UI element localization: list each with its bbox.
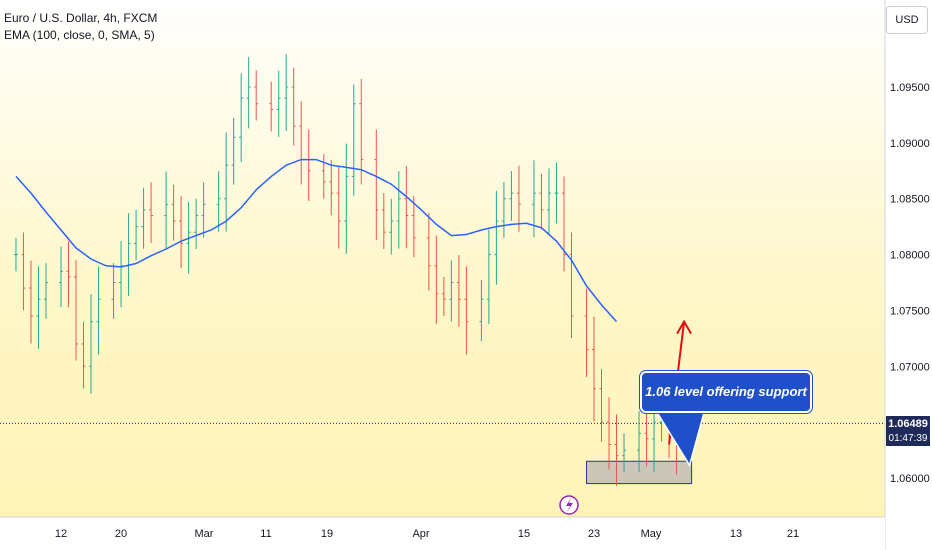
current-price-tag: 1.06489 (886, 416, 930, 432)
symbol-title: Euro / U.S. Dollar, 4h, FXCM (4, 11, 158, 25)
indicator-label: EMA (100, close, 0, SMA, 5) (4, 28, 155, 42)
bar-countdown: 01:47:39 (886, 432, 930, 446)
y-tick-label: 1.09500 (890, 82, 930, 94)
lightning-icon (566, 498, 573, 512)
callout-pointer (653, 408, 706, 468)
x-tick-label: 21 (787, 528, 799, 540)
time-axis-panel (0, 517, 885, 550)
x-tick-label: Mar (195, 528, 214, 540)
x-tick-label: 12 (55, 528, 67, 540)
ema-line (15, 158, 618, 323)
y-tick-label: 1.09000 (890, 138, 930, 150)
x-tick-label: 20 (115, 528, 127, 540)
projection-arrow-head (676, 319, 692, 335)
x-tick-label: 15 (518, 528, 530, 540)
x-tick-label: Apr (412, 528, 429, 540)
y-tick-label: 1.06000 (890, 473, 930, 485)
currency-button[interactable]: USD (886, 6, 928, 34)
y-tick-label: 1.08500 (890, 194, 930, 206)
x-tick-label: 13 (730, 528, 742, 540)
x-tick-label: May (641, 528, 662, 540)
y-tick-label: 1.07500 (890, 305, 930, 317)
x-tick-label: 23 (588, 528, 600, 540)
y-tick-label: 1.08000 (890, 250, 930, 262)
chart-legend: Euro / U.S. Dollar, 4h, FXCM EMA (100, c… (4, 10, 157, 44)
annotation-callout[interactable]: 1.06 level offering support (640, 371, 812, 413)
x-tick-label: 19 (321, 528, 333, 540)
x-tick-label: 11 (260, 528, 271, 540)
price-axis-panel (885, 0, 932, 550)
y-tick-label: 1.07000 (890, 361, 930, 373)
